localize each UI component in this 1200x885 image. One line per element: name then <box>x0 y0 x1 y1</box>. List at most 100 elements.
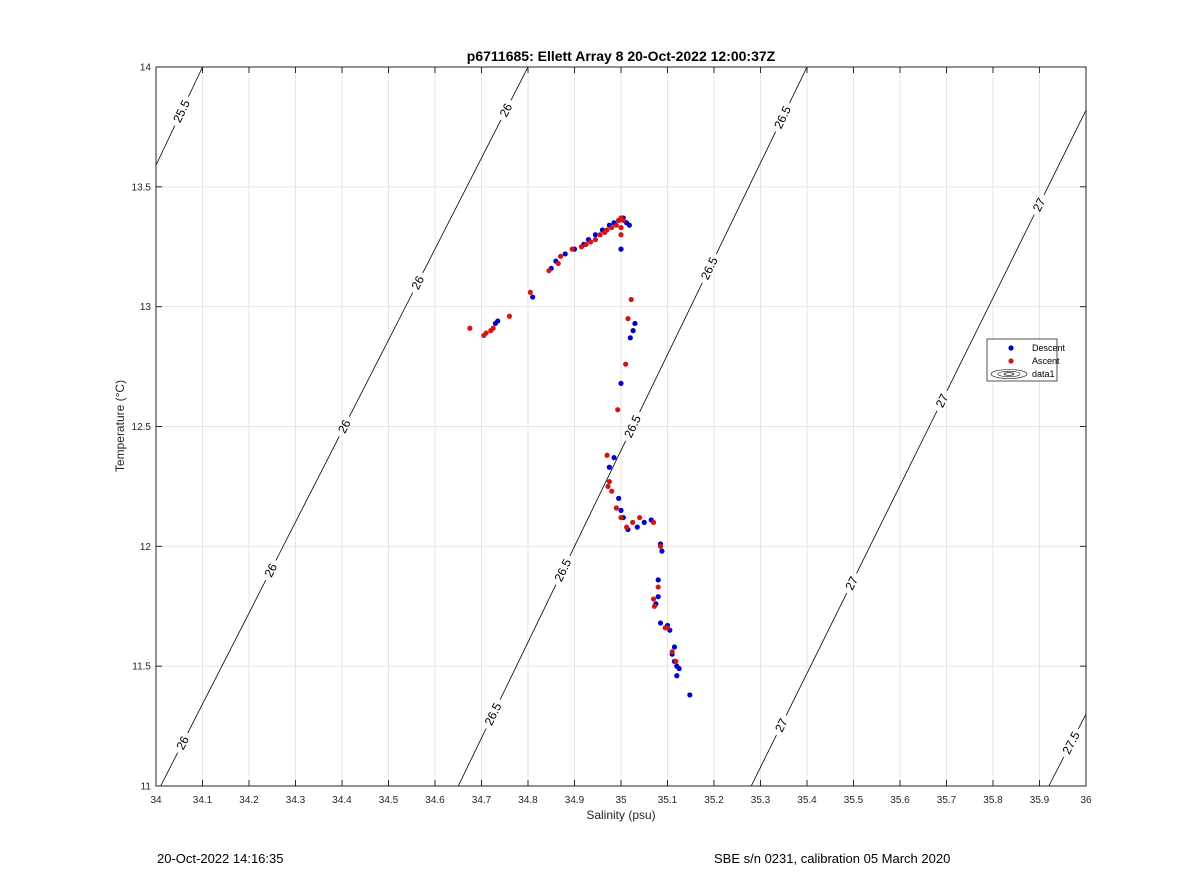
x-tick-label: 35.2 <box>704 795 724 806</box>
x-tick-label: 34 <box>150 795 162 806</box>
ascent-point <box>588 239 594 245</box>
x-tick-label: 34.4 <box>332 795 352 806</box>
x-tick-label: 35.6 <box>890 795 910 806</box>
contour-label: 26 <box>262 561 281 580</box>
contour-label: 26 <box>497 101 516 120</box>
x-tick-label: 34.6 <box>425 795 445 806</box>
ascent-point <box>481 332 487 339</box>
contour-label: 26 <box>409 273 428 292</box>
ascent-point <box>618 224 624 231</box>
axis-ticks: 34 34.1 34.2 34.3 34.4 34.5 34.6 34.7 34.8 34.9 35… <box>132 63 1092 807</box>
ascent-point <box>578 244 585 250</box>
ascent-point <box>628 296 634 303</box>
contour-label: 27 <box>1030 195 1049 213</box>
descent-point <box>632 320 638 327</box>
ascent-point <box>605 483 611 490</box>
y-tick-label: 12.5 <box>132 422 152 433</box>
contour-line-26 <box>275 436 340 561</box>
descent-point <box>674 673 680 679</box>
legend-marker-data1 <box>990 369 1028 379</box>
ascent-point <box>615 407 621 413</box>
ascent-point <box>488 328 494 334</box>
contour-line-26 <box>348 292 414 417</box>
footer-instrument-info: SBE s/n 0231, calibration 05 March 2020 <box>714 851 951 866</box>
contour-line-26.5 <box>569 440 627 557</box>
x-axis-label: Salinity (psu) <box>586 808 655 822</box>
contour-label: 27 <box>842 574 861 592</box>
y-tick-label: 13 <box>140 302 152 313</box>
descent-point <box>659 548 665 554</box>
ascent-point <box>650 596 657 602</box>
x-tick-label: 34.1 <box>193 795 213 806</box>
legend-label-ascent: Ascent <box>1032 356 1060 366</box>
y-axis-label: Temperature (°C) <box>113 380 127 472</box>
descent-point <box>618 380 624 386</box>
ascent-point <box>604 452 610 458</box>
descent-point <box>676 665 682 672</box>
ascent-point <box>673 658 679 664</box>
x-tick-label: 35.5 <box>844 795 864 806</box>
ascent-point <box>630 519 636 525</box>
contour-label: 27 <box>772 716 791 734</box>
x-tick-label: 34.8 <box>518 795 538 806</box>
ascent-point <box>606 479 612 485</box>
ascent-point <box>597 232 603 238</box>
descent-point <box>641 519 647 525</box>
contour-line-26 <box>422 119 502 274</box>
footer-timestamp: 20-Oct-2022 14:16:35 <box>157 851 284 866</box>
ascent-point <box>637 514 643 521</box>
ascent-point <box>546 268 552 274</box>
ascent-point <box>609 488 615 494</box>
x-tick-label: 35.1 <box>658 795 678 806</box>
x-tick-label: 34.2 <box>239 795 259 806</box>
contour-line-26 <box>510 67 529 101</box>
x-tick-label: 35.3 <box>751 795 771 806</box>
x-tick-label: 34.7 <box>472 795 492 806</box>
density-contours: 25.5262626262626.526.526.526.526.5272727… <box>156 67 1086 786</box>
x-tick-label: 34.9 <box>565 795 585 806</box>
ascent-point <box>557 253 564 259</box>
contour-line-25.5 <box>156 125 176 166</box>
ascent-point <box>620 217 626 223</box>
contour-line-26.5 <box>457 728 487 786</box>
ascent-point <box>506 313 512 319</box>
y-tick-label: 13.5 <box>132 182 152 193</box>
legend-box <box>986 338 1058 382</box>
y-tick-label: 11 <box>141 782 152 793</box>
descent-point <box>657 620 664 626</box>
contour-line-25.5 <box>188 67 203 97</box>
descent-point <box>592 232 599 238</box>
x-tick-label: 35 <box>615 795 627 806</box>
descent-point <box>626 222 632 228</box>
legend-marker-descent <box>1008 345 1014 351</box>
descent-point <box>634 524 640 530</box>
contour-line-26.5 <box>715 131 776 255</box>
legend-label-data1: data1 <box>1032 369 1055 379</box>
descent-point <box>492 320 499 327</box>
legend: Descent Ascent data1 <box>986 338 1066 382</box>
descent-point <box>618 507 624 513</box>
ascent-point <box>583 241 589 247</box>
x-tick-label: 36 <box>1080 795 1092 806</box>
ascent-point <box>592 236 599 243</box>
descent-point <box>655 577 661 583</box>
contour-line-27 <box>785 592 848 716</box>
ascent-point <box>467 325 473 331</box>
ascent-point <box>664 625 671 631</box>
ascent-point <box>651 603 658 609</box>
legend-label-descent: Descent <box>1032 343 1066 353</box>
ascent-point <box>650 519 657 525</box>
grid-lines <box>156 67 1086 786</box>
series-ascent <box>467 215 679 664</box>
contour-line-27.5 <box>1048 756 1065 786</box>
ascent-point <box>669 649 675 655</box>
legend-marker-ascent <box>1008 358 1014 364</box>
x-tick-label: 34.5 <box>379 795 399 806</box>
x-tick-label: 35.8 <box>983 795 1003 806</box>
descent-point <box>630 328 636 334</box>
descent-point <box>655 594 661 600</box>
contour-line-27 <box>750 734 777 786</box>
contour-line-26 <box>160 752 179 786</box>
